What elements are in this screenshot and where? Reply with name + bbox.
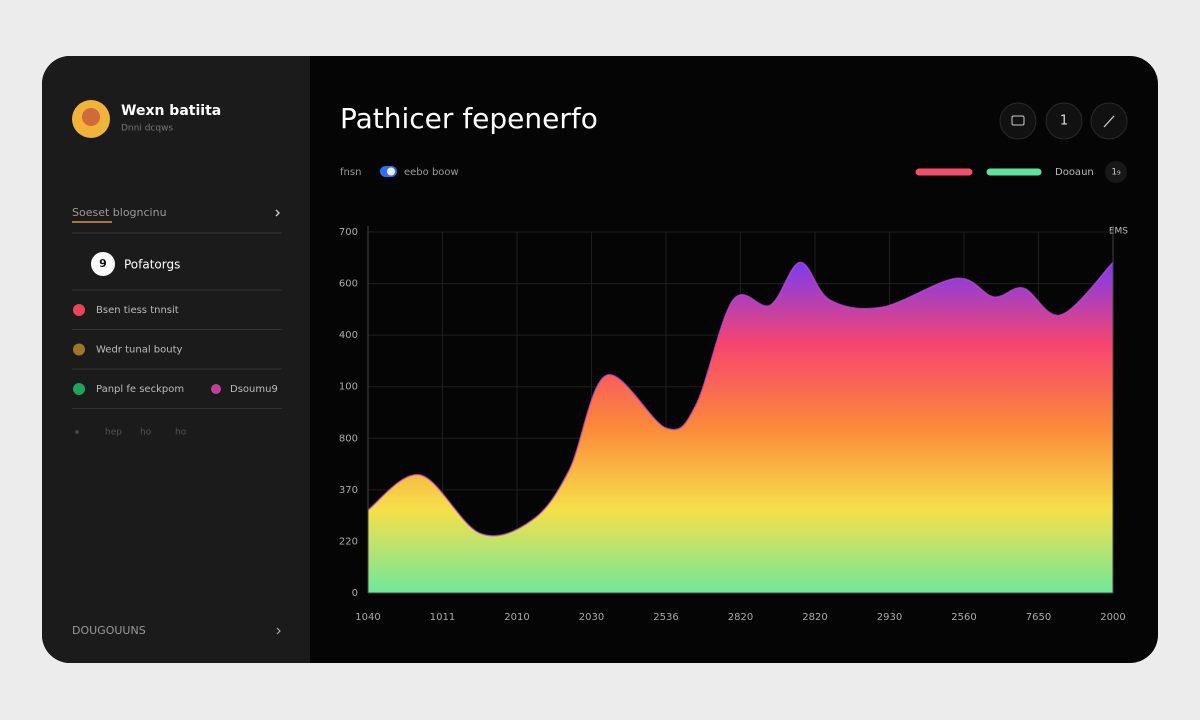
y-tick-label: 370 [339, 485, 358, 496]
area-line [367, 261, 1114, 537]
y-tick-label: 0 [352, 588, 358, 599]
nav-dot [73, 383, 85, 395]
muted-item: ho [140, 428, 152, 438]
icon-button[interactable] [999, 102, 1037, 140]
nav-dot [211, 384, 221, 394]
nav-dot [73, 343, 85, 356]
y-tick-label: 220 [339, 536, 358, 547]
user-name: Wexn batiita [121, 103, 221, 119]
muted-item: ho [175, 428, 187, 438]
toggle-knob [387, 167, 395, 176]
nav-dot [73, 304, 85, 316]
nav-item[interactable]: Wedr tunal bouty [96, 345, 182, 356]
icon [1011, 115, 1025, 126]
y-tick-label: 400 [339, 330, 358, 341]
x-tick-label: 1011 [430, 612, 455, 623]
y-tick-label: 100 [339, 382, 358, 393]
badge-text: 9 [99, 257, 107, 270]
chevron [275, 209, 280, 217]
muted-dot [75, 430, 79, 434]
x-tick-label: 2820 [802, 612, 827, 623]
page-title: Pathicer fepenerfo [340, 102, 598, 135]
x-tick-label: 2010 [504, 612, 529, 623]
x-tick-label: 2536 [653, 612, 678, 623]
x-tick-label: 2000 [1100, 612, 1125, 623]
button-text: 1 [1060, 114, 1068, 129]
filter-left[interactable]: fnsn [340, 167, 361, 178]
section-title[interactable]: Soeset blogncinu [72, 206, 167, 219]
muted-item: hep [105, 428, 122, 438]
footer-link[interactable]: DOUGOUUNS [72, 624, 146, 637]
x-tick-label: 7650 [1026, 612, 1051, 623]
nav-active[interactable]: Pofatorgs [124, 258, 180, 272]
y-tick-label: 800 [339, 433, 358, 444]
filter-right[interactable]: eebo boow [404, 167, 459, 178]
x-tick-label: 2030 [579, 612, 604, 623]
x-tick-label: 1040 [355, 612, 380, 623]
x-tick-label: 2560 [951, 612, 976, 623]
unit-label: EMS [1109, 227, 1128, 237]
nav-item[interactable]: Bsen tiess tnnsit [96, 305, 179, 316]
avatar-face [82, 108, 100, 126]
chevron [276, 627, 281, 635]
icon [1103, 115, 1115, 128]
badge-text: 1₉ [1111, 168, 1121, 178]
icon-button[interactable] [1045, 102, 1083, 140]
sidebar [42, 56, 310, 663]
active-badge [91, 252, 115, 276]
x-tick-label: 2930 [877, 612, 902, 623]
legend-badge[interactable] [1105, 161, 1127, 183]
nav-item[interactable]: Dsoumu9 [230, 384, 278, 395]
legend-label: Dooaun [1055, 167, 1094, 178]
user-sub: Dnni dcqws [121, 124, 173, 134]
x-tick-label: 2820 [728, 612, 753, 623]
area [368, 262, 1113, 593]
y-tick-label: 700 [339, 227, 358, 238]
nav-item[interactable]: Panpl fe seckpom [96, 384, 184, 395]
y-tick-label: 600 [339, 279, 358, 290]
